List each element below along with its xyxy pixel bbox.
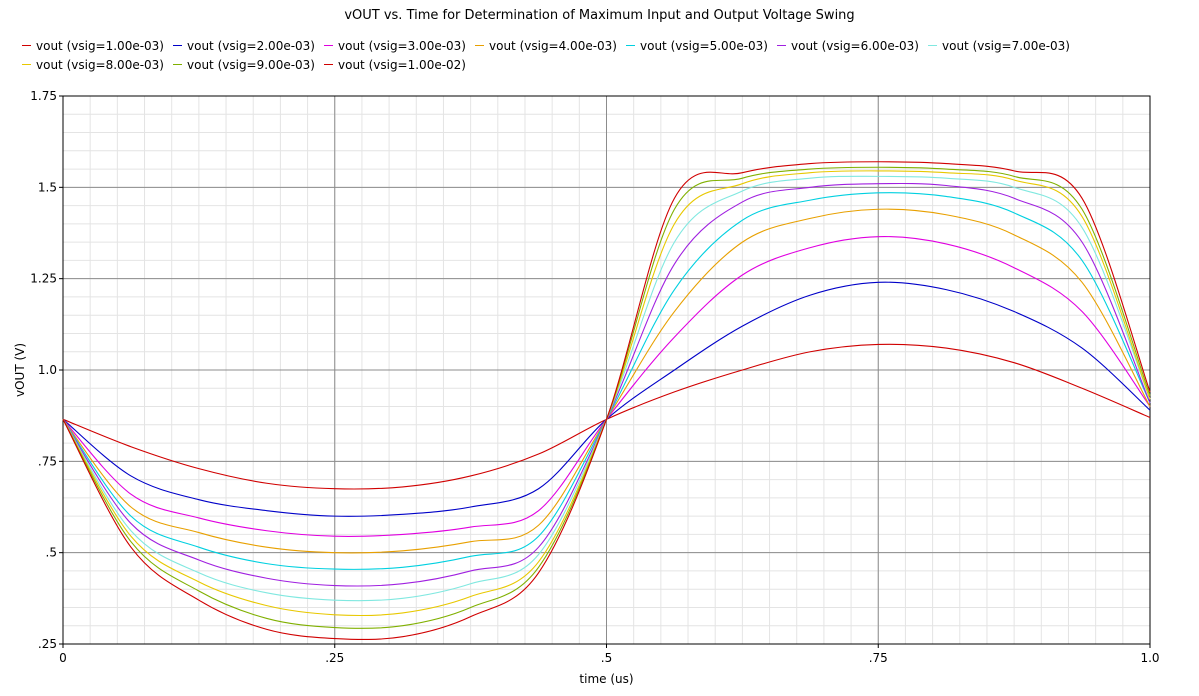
legend-swatch: [173, 64, 182, 65]
legend-item: vout (vsig=1.00e-03): [22, 37, 164, 54]
y-tick-label: 1.0: [38, 363, 57, 377]
series-line-5: [62, 192, 1151, 570]
legend-item: vout (vsig=9.00e-03): [173, 56, 315, 73]
legend-label: vout (vsig=4.00e-03): [489, 38, 617, 53]
legend-swatch: [777, 45, 786, 46]
legend-swatch: [324, 64, 333, 65]
legend-item: vout (vsig=1.00e-02): [324, 56, 466, 73]
legend-item: vout (vsig=7.00e-03): [928, 37, 1070, 54]
x-tick-label: .75: [869, 651, 888, 665]
y-axis-label: vOUT (V): [13, 343, 27, 397]
legend-label: vout (vsig=9.00e-03): [187, 57, 315, 72]
legend-item: vout (vsig=8.00e-03): [22, 56, 164, 73]
chart-title: vOUT vs. Time for Determination of Maxim…: [344, 8, 855, 23]
legend-swatch: [173, 45, 182, 46]
x-tick-label: 0: [59, 651, 67, 665]
legend-label: vout (vsig=8.00e-03): [36, 57, 164, 72]
legend-item: vout (vsig=4.00e-03): [475, 37, 617, 54]
legend-swatch: [22, 64, 31, 65]
series-line-10: [62, 161, 1151, 641]
legend-label: vout (vsig=1.00e-03): [36, 38, 164, 53]
legend-label: vout (vsig=6.00e-03): [791, 38, 919, 53]
legend-swatch: [22, 45, 31, 46]
y-tick-label: 1.5: [38, 180, 57, 194]
legend-swatch: [928, 45, 937, 46]
legend-label: vout (vsig=2.00e-03): [187, 38, 315, 53]
x-tick-label: .25: [325, 651, 344, 665]
legend-swatch: [324, 45, 333, 46]
x-tick-label: .5: [601, 651, 612, 665]
legend-swatch: [626, 45, 635, 46]
legend-swatch: [475, 45, 484, 46]
legend-label: vout (vsig=3.00e-03): [338, 38, 466, 53]
legend: vout (vsig=1.00e-03) vout (vsig=2.00e-03)…: [22, 37, 1182, 73]
legend-label: vout (vsig=5.00e-03): [640, 38, 768, 53]
y-tick-label: .5: [46, 546, 57, 560]
axis-ticks: 0.25.5.75 1.0.25.5.751.01.251.51.75: [30, 89, 1159, 665]
legend-label: vout (vsig=7.00e-03): [942, 38, 1070, 53]
x-axis-label: time (us): [579, 672, 633, 686]
legend-item: vout (vsig=6.00e-03): [777, 37, 919, 54]
legend-item: vout (vsig=3.00e-03): [324, 37, 466, 54]
legend-item: vout (vsig=5.00e-03): [626, 37, 768, 54]
y-tick-label: 1.25: [30, 272, 57, 286]
series-lines: [62, 161, 1151, 641]
y-tick-label: .25: [38, 637, 57, 651]
legend-label: vout (vsig=1.00e-02): [338, 57, 466, 72]
y-tick-label: .75: [38, 454, 57, 468]
x-tick-label: 1.0: [1140, 651, 1159, 665]
legend-item: vout (vsig=2.00e-03): [173, 37, 315, 54]
y-tick-label: 1.75: [30, 89, 57, 103]
